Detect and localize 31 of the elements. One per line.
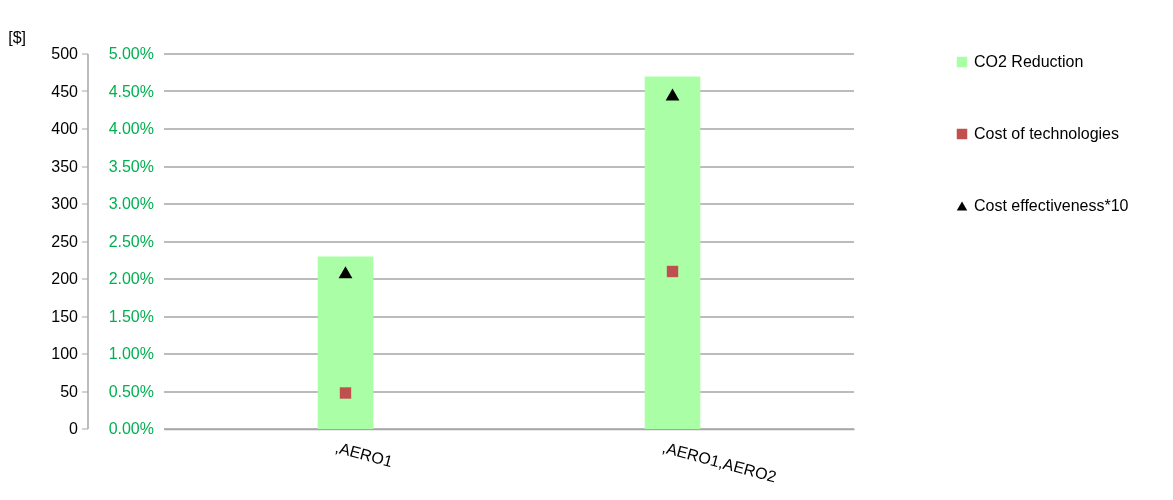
y2-tick-label: 3.50% <box>108 157 154 175</box>
y-tick-label: 200 <box>51 270 79 287</box>
y-tick-label: 50 <box>60 382 79 400</box>
y-tick-label: 250 <box>51 232 79 250</box>
y2-tick-label: 0.50% <box>108 382 154 400</box>
x-tick-label: ,AERO1 <box>333 438 395 471</box>
y2-tick-label: 4.50% <box>108 82 154 100</box>
y2-tick-label: 1.00% <box>108 345 154 362</box>
y2-tick-label: 5.00% <box>108 45 154 62</box>
point <box>666 265 679 278</box>
point <box>338 266 353 279</box>
y-tick-label: 500 <box>51 45 79 62</box>
y2-tick-label: 2.50% <box>108 232 154 250</box>
legend-label: Cost effectiveness*10 <box>974 197 1129 214</box>
legend-label: CO2 Reduction <box>974 53 1084 70</box>
y-tick-label: 300 <box>51 195 79 212</box>
y-tick-label: 150 <box>51 307 79 325</box>
y-tick-label: 450 <box>51 82 79 100</box>
y-tick-label: 400 <box>51 120 79 137</box>
y-tick-label: 0 <box>69 420 79 437</box>
legend-label: Cost of technologies <box>974 125 1119 142</box>
y-axis-title: [$] <box>8 29 26 46</box>
y-tick-label: 350 <box>51 157 79 175</box>
point <box>665 88 680 101</box>
y2-tick-label: 2.00% <box>108 270 154 287</box>
y2-tick-label: 4.00% <box>108 120 154 137</box>
y2-tick-label: 3.00% <box>108 195 154 212</box>
y-tick-label: 100 <box>51 345 79 362</box>
point <box>339 387 352 399</box>
y2-tick-label: 0.00% <box>108 420 154 437</box>
y2-tick-label: 1.50% <box>108 307 154 325</box>
